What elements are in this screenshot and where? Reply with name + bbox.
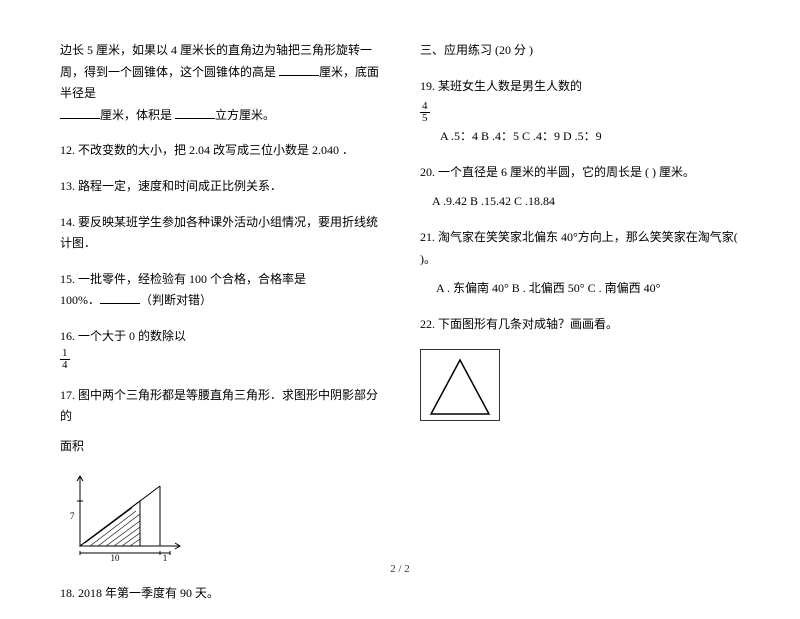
tick-7: 7 bbox=[70, 511, 75, 521]
q20-options: A .9.42 B .15.42 C .18.84 bbox=[432, 191, 740, 213]
q18: 18. 2018 年第一季度有 90 天。 bbox=[60, 583, 380, 605]
frac-numerator: 1 bbox=[60, 348, 70, 360]
q16-text: 16. 一个大于 0 的数除以 bbox=[60, 326, 380, 348]
blank bbox=[175, 107, 215, 119]
q15-c: （判断对错） bbox=[140, 293, 212, 307]
q17: 17. 图中两个三角形都是等腰直角三角形．求图形中阴影部分的 面积 bbox=[60, 385, 380, 458]
chart-svg: 7 10 1 bbox=[60, 471, 190, 561]
q17-figure: 7 10 1 bbox=[60, 471, 380, 569]
q11-text-c: 厘米，体积是 bbox=[100, 108, 175, 122]
q19-options: A .5：4 B .4：5 C .4：9 D .5：9 bbox=[440, 126, 740, 148]
q14: 14. 要反映某班学生参加各种课外活动小组情况，要用折线统计图． bbox=[60, 212, 380, 255]
q15-b: 100%． bbox=[60, 293, 100, 307]
q17-b: 面积 bbox=[60, 436, 380, 458]
frac-denominator: 4 bbox=[60, 360, 70, 371]
q11: 边长 5 厘米，如果以 4 厘米长的直角边为轴把三角形旋转一周，得到一个圆锥体，… bbox=[60, 40, 380, 126]
page-footer: 2 / 2 bbox=[0, 560, 800, 580]
q11-text-d: 立方厘米。 bbox=[215, 108, 275, 122]
q20: 20. 一个直径是 6 厘米的半圆，它的周长是 ( ) 厘米。 A .9.42 … bbox=[420, 162, 740, 213]
q21-options: A . 东偏南 40° B . 北偏西 50° C . 南偏西 40° bbox=[436, 278, 740, 300]
blank bbox=[60, 107, 100, 119]
section-3-title: 三、应用练习 (20 分 ) bbox=[420, 40, 740, 62]
q17-a: 17. 图中两个三角形都是等腰直角三角形．求图形中阴影部分的 bbox=[60, 385, 380, 428]
q16: 16. 一个大于 0 的数除以 1 4 bbox=[60, 326, 380, 371]
q19-text: 19. 某班女生人数是男生人数的 bbox=[420, 76, 740, 98]
q13: 13. 路程一定，速度和时间成正比例关系． bbox=[60, 176, 380, 198]
q21: 21. 淘气家在笑笑家北偏东 40°方向上，那么笑笑家在淘气家( )。 A . … bbox=[420, 227, 740, 300]
fraction: 4 5 bbox=[420, 101, 430, 124]
q22: 22. 下面图形有几条对成轴？画画看。 bbox=[420, 314, 740, 336]
q12: 12. 不改变数的大小，把 2.04 改写成三位小数是 2.040 ． bbox=[60, 140, 380, 162]
q22-figure bbox=[420, 349, 740, 421]
blank bbox=[100, 292, 140, 304]
q15-a: 15. 一批零件，经检验有 100 个合格，合格率是 bbox=[60, 272, 306, 286]
q15: 15. 一批零件，经检验有 100 个合格，合格率是 100%． （判断对错） bbox=[60, 269, 380, 312]
q21-text: 21. 淘气家在笑笑家北偏东 40°方向上，那么笑笑家在淘气家( )。 bbox=[420, 227, 740, 270]
left-column: 边长 5 厘米，如果以 4 厘米长的直角边为轴把三角形旋转一周，得到一个圆锥体，… bbox=[60, 40, 380, 619]
q19: 19. 某班女生人数是男生人数的 4 5 A .5：4 B .4：5 C .4：… bbox=[420, 76, 740, 148]
frac-denominator: 5 bbox=[420, 113, 430, 124]
triangle-icon bbox=[427, 358, 493, 416]
fraction: 1 4 bbox=[60, 348, 70, 371]
right-column: 三、应用练习 (20 分 ) 19. 某班女生人数是男生人数的 4 5 A .5… bbox=[420, 40, 740, 619]
q20-text: 20. 一个直径是 6 厘米的半圆，它的周长是 ( ) 厘米。 bbox=[420, 162, 740, 184]
blank bbox=[279, 64, 319, 76]
triangle-box bbox=[420, 349, 500, 421]
